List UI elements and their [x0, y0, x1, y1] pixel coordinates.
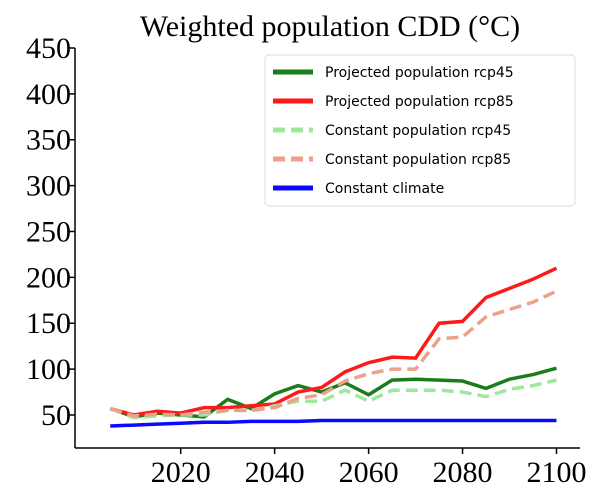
y-tick-label: 300 [26, 170, 71, 203]
series-line [110, 418, 557, 428]
y-tick-label: 150 [26, 307, 71, 340]
legend-label: Constant population rcp45 [325, 123, 511, 139]
legend-label: Constant population rcp85 [325, 152, 511, 168]
y-tick-label: 250 [26, 215, 71, 248]
series-line [109, 289, 558, 418]
x-tick-label: 2060 [339, 456, 399, 489]
legend-box [264, 54, 576, 207]
x-tick-label: 2040 [245, 456, 305, 489]
x-tick-label: 2100 [527, 456, 587, 489]
legend-label: Projected population rcp85 [325, 94, 514, 110]
y-tick-label: 400 [26, 78, 71, 111]
y-tick-label: 450 [26, 32, 71, 65]
legend-label: Constant climate [325, 181, 444, 197]
series-line [109, 266, 558, 417]
y-tick-label: 50 [41, 399, 71, 432]
legend-label: Projected population rcp45 [325, 65, 514, 81]
chart-title: Weighted population CDD (°C) [140, 10, 520, 43]
x-tick-label: 2080 [433, 456, 493, 489]
y-tick-label: 350 [26, 124, 71, 157]
series-line [109, 366, 557, 419]
y-tick-label: 200 [26, 261, 71, 294]
x-tick-label: 2020 [151, 456, 211, 489]
y-tick-label: 100 [26, 353, 71, 386]
